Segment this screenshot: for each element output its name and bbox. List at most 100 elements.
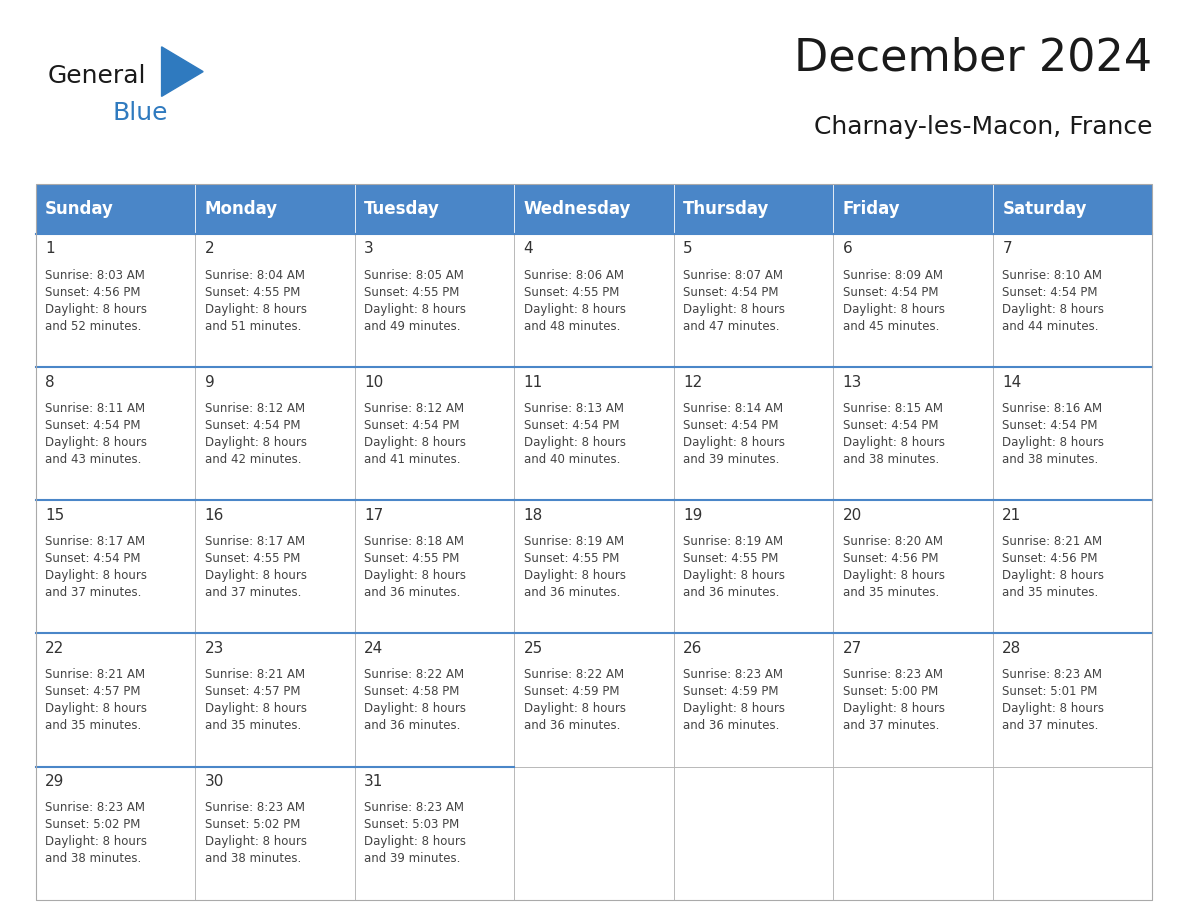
Text: Sunrise: 8:19 AM
Sunset: 4:55 PM
Daylight: 8 hours
and 36 minutes.: Sunrise: 8:19 AM Sunset: 4:55 PM Dayligh…: [683, 535, 785, 599]
Text: Sunday: Sunday: [45, 200, 114, 218]
Text: 21: 21: [1003, 508, 1022, 522]
Bar: [195, 633, 355, 767]
Text: 28: 28: [1003, 641, 1022, 655]
Text: Friday: Friday: [842, 200, 901, 218]
Text: Sunrise: 8:22 AM
Sunset: 4:59 PM
Daylight: 8 hours
and 36 minutes.: Sunrise: 8:22 AM Sunset: 4:59 PM Dayligh…: [524, 668, 626, 733]
Text: Sunrise: 8:10 AM
Sunset: 4:54 PM
Daylight: 8 hours
and 44 minutes.: Sunrise: 8:10 AM Sunset: 4:54 PM Dayligh…: [1003, 269, 1105, 333]
Text: 6: 6: [842, 241, 853, 256]
Bar: [674, 633, 833, 767]
Text: Tuesday: Tuesday: [365, 200, 440, 218]
Text: Sunrise: 8:09 AM
Sunset: 4:54 PM
Daylight: 8 hours
and 45 minutes.: Sunrise: 8:09 AM Sunset: 4:54 PM Dayligh…: [842, 269, 944, 333]
Text: Sunrise: 8:13 AM
Sunset: 4:54 PM
Daylight: 8 hours
and 40 minutes.: Sunrise: 8:13 AM Sunset: 4:54 PM Dayligh…: [524, 402, 626, 466]
Text: 15: 15: [45, 508, 64, 522]
Text: 5: 5: [683, 241, 693, 256]
Bar: [36, 184, 1152, 900]
Text: Sunrise: 8:17 AM
Sunset: 4:54 PM
Daylight: 8 hours
and 37 minutes.: Sunrise: 8:17 AM Sunset: 4:54 PM Dayligh…: [45, 535, 147, 599]
Text: Sunrise: 8:22 AM
Sunset: 4:58 PM
Daylight: 8 hours
and 36 minutes.: Sunrise: 8:22 AM Sunset: 4:58 PM Dayligh…: [365, 668, 466, 733]
Text: Sunrise: 8:04 AM
Sunset: 4:55 PM
Daylight: 8 hours
and 51 minutes.: Sunrise: 8:04 AM Sunset: 4:55 PM Dayligh…: [204, 269, 307, 333]
Bar: [355, 234, 514, 367]
Bar: [833, 184, 993, 234]
Text: Sunrise: 8:19 AM
Sunset: 4:55 PM
Daylight: 8 hours
and 36 minutes.: Sunrise: 8:19 AM Sunset: 4:55 PM Dayligh…: [524, 535, 626, 599]
Text: Sunrise: 8:06 AM
Sunset: 4:55 PM
Daylight: 8 hours
and 48 minutes.: Sunrise: 8:06 AM Sunset: 4:55 PM Dayligh…: [524, 269, 626, 333]
Text: Sunrise: 8:16 AM
Sunset: 4:54 PM
Daylight: 8 hours
and 38 minutes.: Sunrise: 8:16 AM Sunset: 4:54 PM Dayligh…: [1003, 402, 1105, 466]
Text: 26: 26: [683, 641, 702, 655]
Text: Sunrise: 8:23 AM
Sunset: 5:02 PM
Daylight: 8 hours
and 38 minutes.: Sunrise: 8:23 AM Sunset: 5:02 PM Dayligh…: [45, 801, 147, 866]
Text: Wednesday: Wednesday: [524, 200, 631, 218]
Text: 16: 16: [204, 508, 225, 522]
Text: Sunrise: 8:17 AM
Sunset: 4:55 PM
Daylight: 8 hours
and 37 minutes.: Sunrise: 8:17 AM Sunset: 4:55 PM Dayligh…: [204, 535, 307, 599]
Bar: [993, 234, 1152, 367]
Text: 19: 19: [683, 508, 702, 522]
Text: 1: 1: [45, 241, 55, 256]
Text: Sunrise: 8:05 AM
Sunset: 4:55 PM
Daylight: 8 hours
and 49 minutes.: Sunrise: 8:05 AM Sunset: 4:55 PM Dayligh…: [365, 269, 466, 333]
Bar: [833, 234, 993, 367]
Bar: [355, 633, 514, 767]
Text: 2: 2: [204, 241, 214, 256]
Bar: [993, 767, 1152, 900]
Bar: [195, 367, 355, 500]
Bar: [36, 367, 195, 500]
Bar: [833, 767, 993, 900]
Text: Sunrise: 8:20 AM
Sunset: 4:56 PM
Daylight: 8 hours
and 35 minutes.: Sunrise: 8:20 AM Sunset: 4:56 PM Dayligh…: [842, 535, 944, 599]
Bar: [674, 234, 833, 367]
Text: 27: 27: [842, 641, 862, 655]
Text: Sunrise: 8:23 AM
Sunset: 5:01 PM
Daylight: 8 hours
and 37 minutes.: Sunrise: 8:23 AM Sunset: 5:01 PM Dayligh…: [1003, 668, 1105, 733]
Bar: [674, 500, 833, 633]
Bar: [195, 184, 355, 234]
Text: Sunrise: 8:23 AM
Sunset: 4:59 PM
Daylight: 8 hours
and 36 minutes.: Sunrise: 8:23 AM Sunset: 4:59 PM Dayligh…: [683, 668, 785, 733]
Bar: [993, 367, 1152, 500]
Bar: [674, 367, 833, 500]
Text: 10: 10: [365, 375, 384, 389]
Bar: [36, 184, 195, 234]
Text: 31: 31: [365, 774, 384, 789]
Bar: [993, 633, 1152, 767]
Bar: [514, 367, 674, 500]
Bar: [993, 184, 1152, 234]
Text: 8: 8: [45, 375, 55, 389]
Bar: [674, 767, 833, 900]
Bar: [36, 500, 195, 633]
Text: 30: 30: [204, 774, 225, 789]
Text: December 2024: December 2024: [795, 37, 1152, 80]
Bar: [355, 500, 514, 633]
Text: 23: 23: [204, 641, 225, 655]
Text: 14: 14: [1003, 375, 1022, 389]
Bar: [195, 767, 355, 900]
Text: Sunrise: 8:23 AM
Sunset: 5:03 PM
Daylight: 8 hours
and 39 minutes.: Sunrise: 8:23 AM Sunset: 5:03 PM Dayligh…: [365, 801, 466, 866]
Bar: [355, 767, 514, 900]
Bar: [514, 234, 674, 367]
Text: Sunrise: 8:23 AM
Sunset: 5:02 PM
Daylight: 8 hours
and 38 minutes.: Sunrise: 8:23 AM Sunset: 5:02 PM Dayligh…: [204, 801, 307, 866]
Bar: [355, 367, 514, 500]
Text: Charnay-les-Macon, France: Charnay-les-Macon, France: [814, 115, 1152, 139]
Bar: [36, 767, 195, 900]
Text: 7: 7: [1003, 241, 1012, 256]
Text: Sunrise: 8:21 AM
Sunset: 4:57 PM
Daylight: 8 hours
and 35 minutes.: Sunrise: 8:21 AM Sunset: 4:57 PM Dayligh…: [204, 668, 307, 733]
Polygon shape: [162, 47, 203, 96]
Bar: [833, 633, 993, 767]
Text: 24: 24: [365, 641, 384, 655]
Text: Sunrise: 8:12 AM
Sunset: 4:54 PM
Daylight: 8 hours
and 42 minutes.: Sunrise: 8:12 AM Sunset: 4:54 PM Dayligh…: [204, 402, 307, 466]
Text: Blue: Blue: [113, 101, 169, 125]
Text: 9: 9: [204, 375, 214, 389]
Bar: [993, 500, 1152, 633]
Text: Sunrise: 8:03 AM
Sunset: 4:56 PM
Daylight: 8 hours
and 52 minutes.: Sunrise: 8:03 AM Sunset: 4:56 PM Dayligh…: [45, 269, 147, 333]
Text: 22: 22: [45, 641, 64, 655]
Text: 25: 25: [524, 641, 543, 655]
Text: 4: 4: [524, 241, 533, 256]
Text: Saturday: Saturday: [1003, 200, 1087, 218]
Bar: [674, 184, 833, 234]
Bar: [195, 234, 355, 367]
Text: Sunrise: 8:21 AM
Sunset: 4:57 PM
Daylight: 8 hours
and 35 minutes.: Sunrise: 8:21 AM Sunset: 4:57 PM Dayligh…: [45, 668, 147, 733]
Bar: [514, 500, 674, 633]
Text: Sunrise: 8:18 AM
Sunset: 4:55 PM
Daylight: 8 hours
and 36 minutes.: Sunrise: 8:18 AM Sunset: 4:55 PM Dayligh…: [365, 535, 466, 599]
Text: Sunrise: 8:15 AM
Sunset: 4:54 PM
Daylight: 8 hours
and 38 minutes.: Sunrise: 8:15 AM Sunset: 4:54 PM Dayligh…: [842, 402, 944, 466]
Text: 17: 17: [365, 508, 384, 522]
Bar: [355, 184, 514, 234]
Text: 29: 29: [45, 774, 64, 789]
Bar: [36, 633, 195, 767]
Bar: [514, 184, 674, 234]
Text: 18: 18: [524, 508, 543, 522]
Text: Sunrise: 8:11 AM
Sunset: 4:54 PM
Daylight: 8 hours
and 43 minutes.: Sunrise: 8:11 AM Sunset: 4:54 PM Dayligh…: [45, 402, 147, 466]
Text: Sunrise: 8:21 AM
Sunset: 4:56 PM
Daylight: 8 hours
and 35 minutes.: Sunrise: 8:21 AM Sunset: 4:56 PM Dayligh…: [1003, 535, 1105, 599]
Text: 11: 11: [524, 375, 543, 389]
